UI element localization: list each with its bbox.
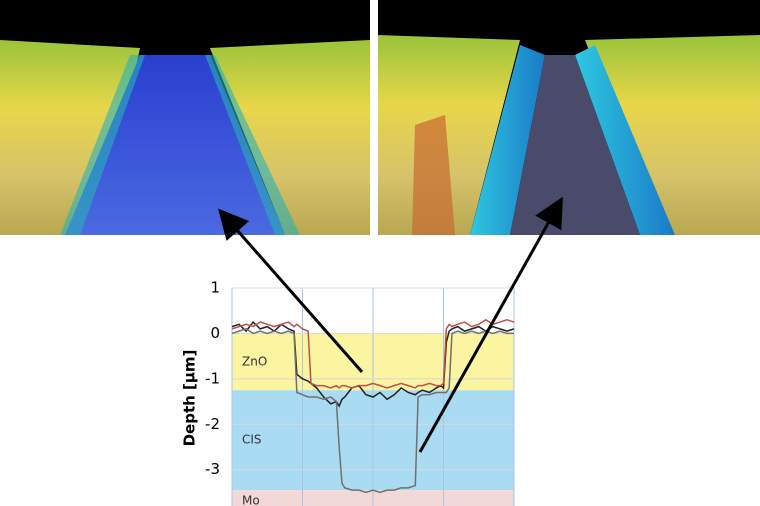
depth-profile — [231, 328, 514, 494]
y-tick-label: -1 — [205, 369, 220, 387]
layer-label: CIS — [242, 433, 262, 447]
y-tick-label: -3 — [205, 460, 220, 478]
y-tick-label: 0 — [210, 324, 220, 342]
depth-profile — [231, 318, 515, 389]
plot-area: ZnO CIS Mo 1 0 -1 -2 -3 — [205, 279, 515, 506]
layer-label: Mo — [242, 494, 260, 506]
y-tick-label: -2 — [205, 415, 220, 433]
depth-profile — [231, 320, 515, 408]
y-axis-label: Depth [µm] — [181, 350, 199, 447]
y-tick-label: 1 — [210, 279, 220, 297]
arrow — [418, 196, 563, 453]
layer-label: ZnO — [242, 354, 267, 368]
surface-image-left — [0, 0, 370, 235]
arrow — [218, 208, 364, 373]
surface-image-right — [378, 0, 760, 235]
